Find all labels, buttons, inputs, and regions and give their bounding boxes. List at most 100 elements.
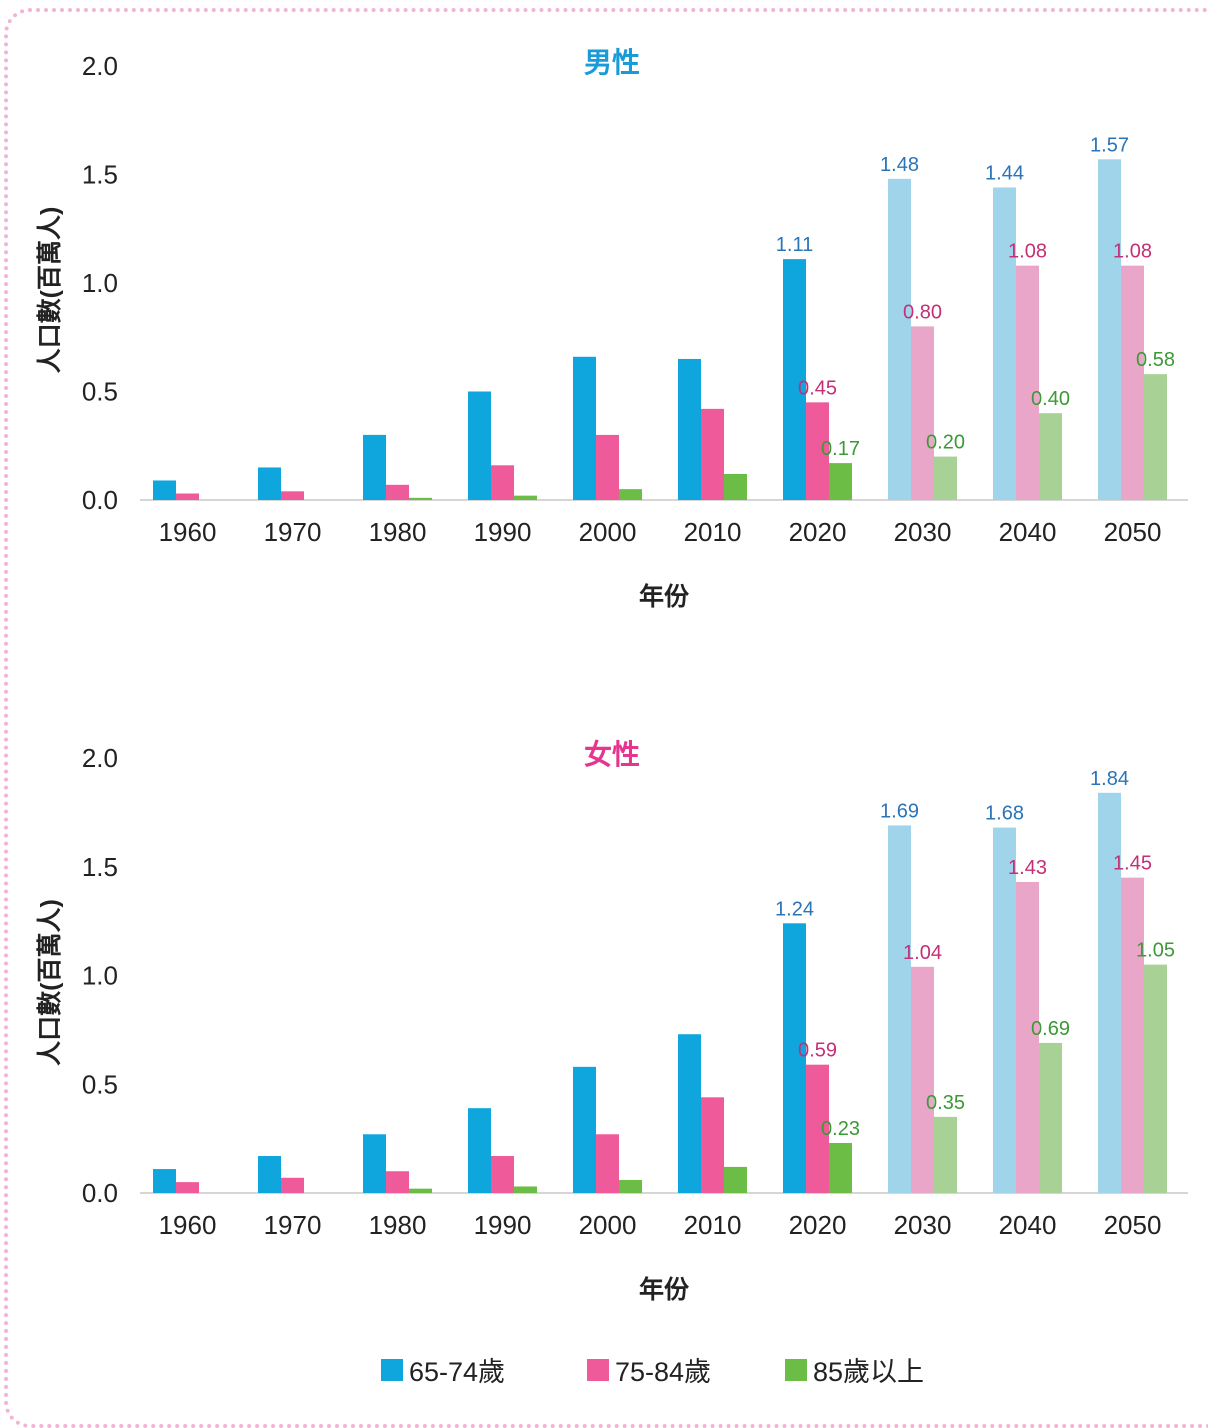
bar bbox=[573, 1066, 596, 1193]
y-tick-label: 0.5 bbox=[82, 1069, 118, 1099]
bar bbox=[468, 391, 491, 500]
data-label: 0.20 bbox=[926, 432, 965, 454]
bar bbox=[888, 825, 911, 1193]
legend-swatch-75-84 bbox=[587, 1358, 609, 1381]
data-label: 0.80 bbox=[903, 301, 942, 323]
bar bbox=[619, 1179, 642, 1193]
y-tick-label: 1.0 bbox=[82, 268, 118, 298]
legend-item-65-74: 65-74歲 bbox=[381, 1350, 505, 1389]
x-tick-label: 2000 bbox=[579, 1210, 637, 1240]
data-label: 1.43 bbox=[1008, 857, 1047, 879]
data-label: 1.84 bbox=[1090, 768, 1129, 790]
data-label: 0.69 bbox=[1031, 1018, 1070, 1040]
bar bbox=[934, 456, 957, 500]
chart-title: 女性 bbox=[584, 738, 640, 770]
x-tick-label: 1990 bbox=[474, 1210, 532, 1240]
bar bbox=[783, 923, 806, 1193]
y-tick-label: 0.5 bbox=[82, 377, 118, 407]
data-label: 0.58 bbox=[1136, 349, 1175, 371]
bar bbox=[1039, 413, 1062, 500]
data-label: 1.69 bbox=[880, 800, 919, 822]
bar bbox=[829, 1142, 852, 1193]
x-tick-label: 1980 bbox=[369, 1210, 427, 1240]
bar bbox=[363, 434, 386, 500]
x-tick-label: 2050 bbox=[1104, 1210, 1162, 1240]
data-label: 0.45 bbox=[798, 377, 837, 399]
y-tick-label: 0.0 bbox=[82, 1178, 118, 1208]
legend-item-75-84: 75-84歲 bbox=[587, 1350, 711, 1389]
data-label: 1.24 bbox=[775, 898, 814, 920]
legend-item-85-plus: 85歲以上 bbox=[785, 1350, 924, 1389]
bar bbox=[258, 1156, 281, 1193]
bar bbox=[468, 1108, 491, 1193]
bar bbox=[176, 1182, 199, 1193]
legend-label-85-plus: 85歲以上 bbox=[813, 1357, 925, 1387]
x-tick-label: 2000 bbox=[579, 517, 637, 547]
bar bbox=[993, 827, 1016, 1193]
data-label: 1.05 bbox=[1136, 940, 1175, 962]
bar bbox=[934, 1116, 957, 1193]
bar bbox=[491, 1156, 514, 1193]
y-tick-label: 1.0 bbox=[82, 961, 118, 991]
bar bbox=[281, 1177, 304, 1193]
data-label: 0.40 bbox=[1031, 388, 1070, 410]
x-tick-label: 2040 bbox=[999, 517, 1057, 547]
bar bbox=[678, 358, 701, 500]
bar bbox=[1121, 265, 1144, 500]
bar bbox=[678, 1034, 701, 1193]
bar bbox=[573, 356, 596, 500]
legend-label-65-74: 65-74歲 bbox=[409, 1357, 506, 1387]
bar bbox=[409, 497, 432, 500]
data-label: 1.44 bbox=[985, 163, 1024, 185]
x-tick-label: 1990 bbox=[474, 517, 532, 547]
bar bbox=[1039, 1042, 1062, 1193]
x-tick-label: 1970 bbox=[264, 1210, 322, 1240]
data-label: 1.48 bbox=[880, 154, 919, 176]
bar bbox=[806, 1064, 829, 1193]
bar bbox=[1144, 374, 1167, 500]
data-label: 1.08 bbox=[1113, 241, 1152, 263]
data-label: 0.17 bbox=[821, 438, 860, 460]
bar bbox=[153, 480, 176, 500]
bar bbox=[386, 484, 409, 500]
bar bbox=[596, 434, 619, 500]
population-bar-charts: 男性 0.0 0.5 1.0 1.5 2.0 人口數(百萬人) 1.11 1.48 1.44 1.5… bbox=[36, 47, 1188, 1304]
bar bbox=[888, 178, 911, 500]
legend-label-75-84: 75-84歲 bbox=[615, 1357, 712, 1387]
x-tick-label: 2010 bbox=[684, 517, 742, 547]
bar bbox=[829, 463, 852, 500]
legend-swatch-65-74 bbox=[381, 1358, 403, 1381]
bar bbox=[1016, 881, 1039, 1193]
data-label: 0.59 bbox=[798, 1040, 837, 1062]
data-label: 0.35 bbox=[926, 1092, 965, 1114]
bar bbox=[1144, 964, 1167, 1193]
x-tick-label: 2040 bbox=[999, 1210, 1057, 1240]
x-tick-label: 2020 bbox=[789, 517, 847, 547]
chart-title: 男性 bbox=[584, 47, 640, 78]
bar bbox=[619, 489, 642, 500]
legend-swatch-85-plus bbox=[785, 1358, 807, 1381]
data-label: 1.68 bbox=[985, 803, 1024, 825]
bar bbox=[363, 1134, 386, 1193]
x-tick-label: 1980 bbox=[369, 517, 427, 547]
data-label: 1.45 bbox=[1113, 853, 1152, 875]
bar bbox=[281, 491, 304, 500]
x-tick-label: 1960 bbox=[159, 1210, 217, 1240]
y-tick-label: 2.0 bbox=[82, 51, 118, 81]
bar bbox=[911, 326, 934, 500]
bar bbox=[806, 402, 829, 500]
data-label: 1.04 bbox=[903, 942, 942, 964]
bar bbox=[409, 1188, 432, 1193]
bar bbox=[993, 187, 1016, 500]
bar bbox=[1121, 877, 1144, 1193]
x-tick-label: 1970 bbox=[264, 517, 322, 547]
bar bbox=[386, 1171, 409, 1193]
y-tick-label: 1.5 bbox=[82, 160, 118, 190]
x-axis-label: 年份 bbox=[639, 582, 689, 611]
bar bbox=[514, 1186, 537, 1193]
bar bbox=[596, 1134, 619, 1193]
bar bbox=[514, 495, 537, 500]
x-tick-label: 2010 bbox=[684, 1210, 742, 1240]
bar bbox=[176, 493, 199, 500]
y-tick-label: 1.5 bbox=[82, 852, 118, 882]
